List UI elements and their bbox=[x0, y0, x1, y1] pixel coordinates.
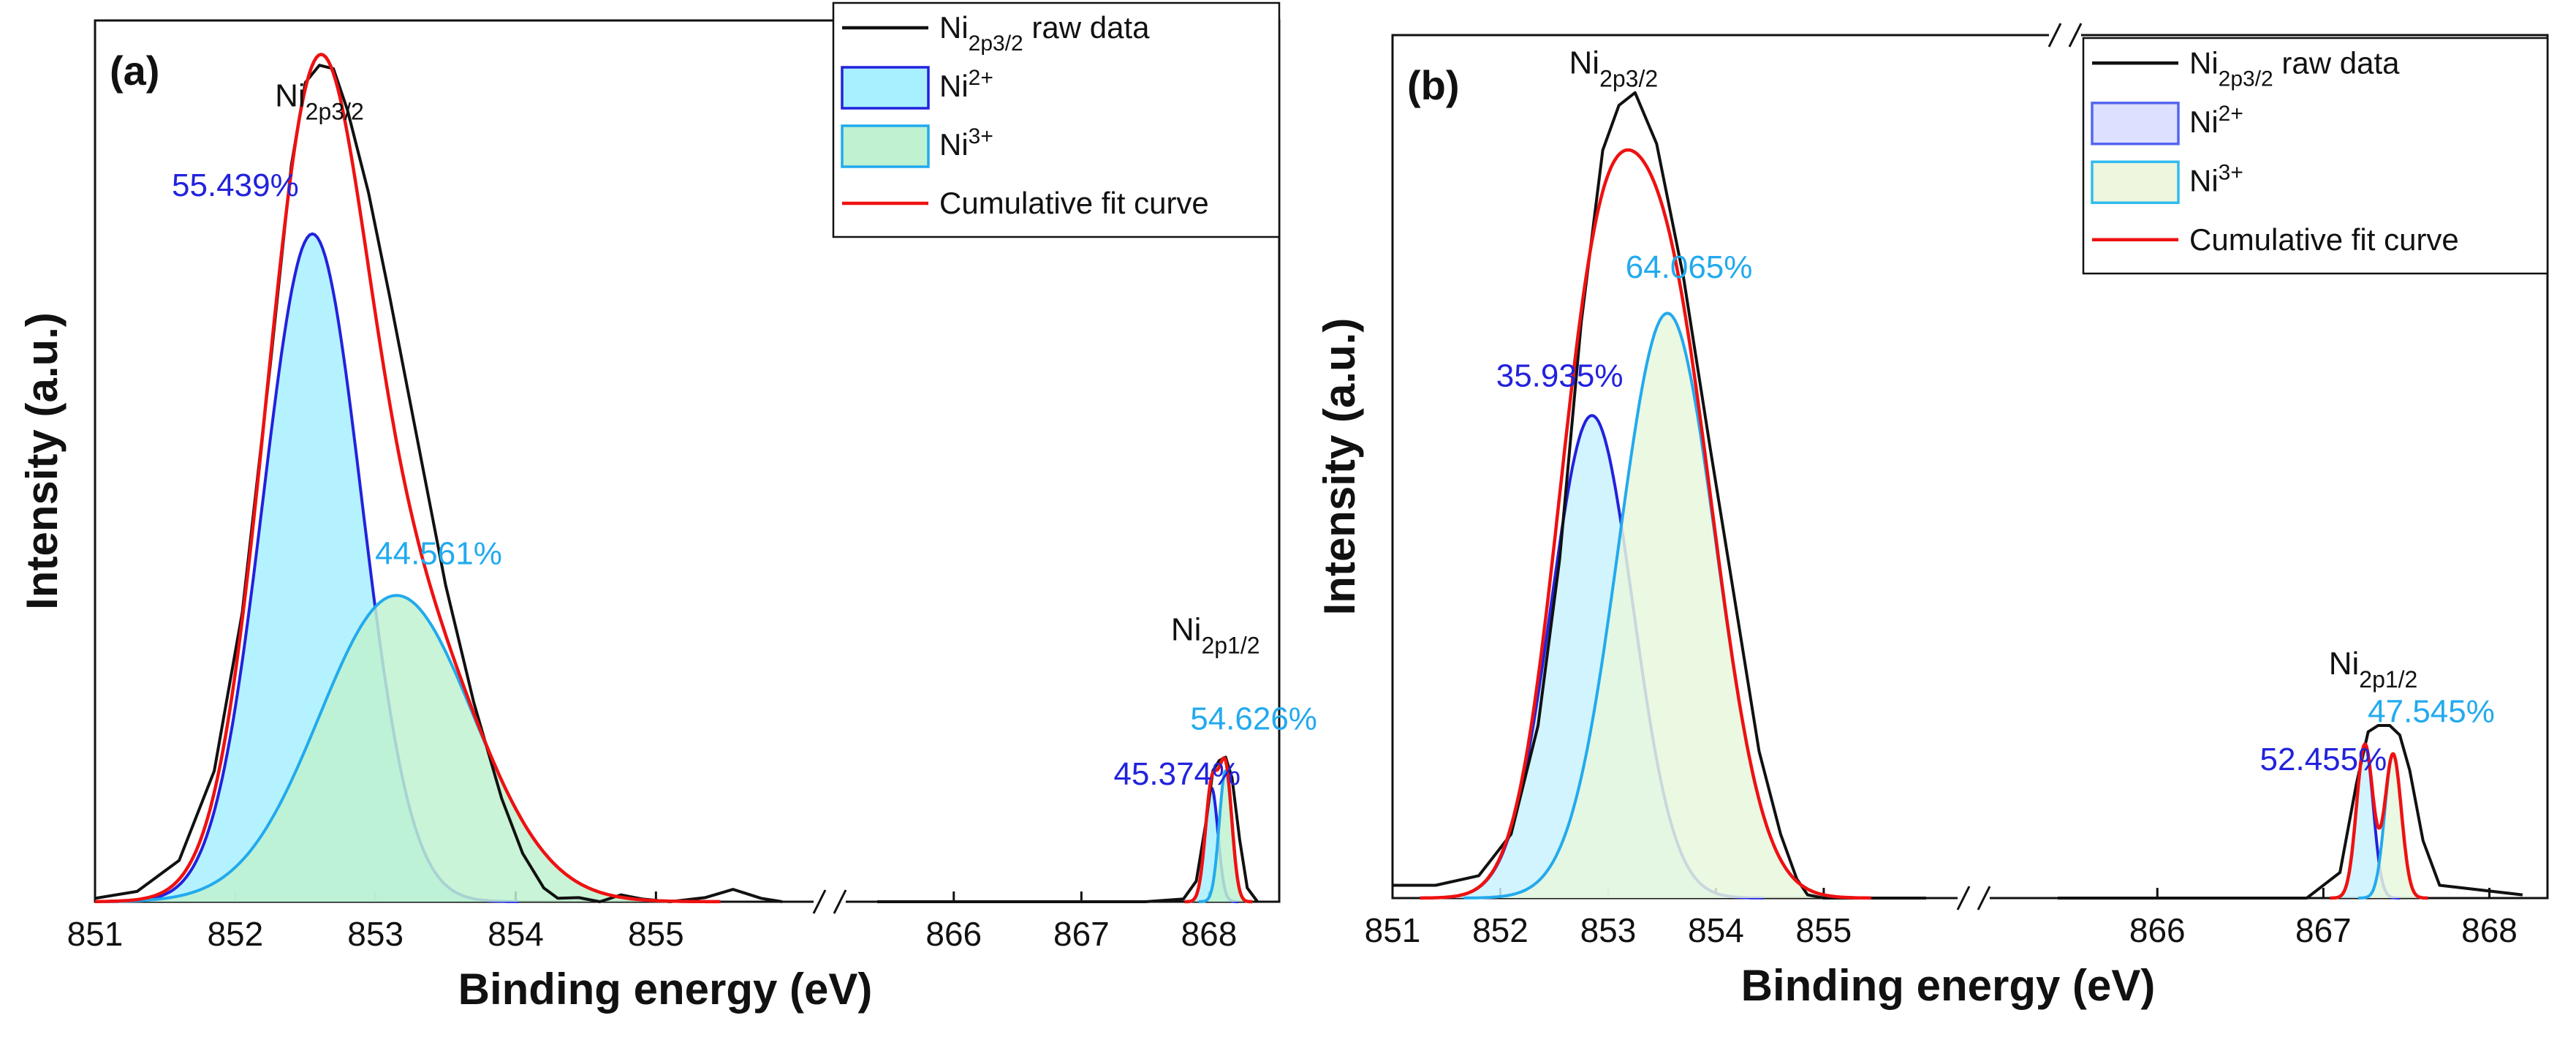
component-percent-label: 47.545% bbox=[2368, 694, 2495, 730]
x-tick-label: 868 bbox=[1181, 915, 1238, 953]
peak-label: Ni2p1/2 bbox=[1171, 611, 1260, 658]
peak-label: Ni2p1/2 bbox=[2329, 646, 2418, 693]
component-percent-label: 44.561% bbox=[375, 536, 502, 572]
legend-box bbox=[2082, 37, 2549, 275]
y-axis-title: Intensity (a.u.) bbox=[18, 312, 67, 610]
x-axis-title: Binding energy (eV) bbox=[1741, 961, 2156, 1010]
legend-swatch-fill bbox=[841, 124, 930, 168]
legend-swatch-fill bbox=[2091, 160, 2180, 204]
x-tick-label: 867 bbox=[2295, 911, 2352, 949]
component-percent-label: 52.455% bbox=[2260, 742, 2387, 777]
raw-data-curve bbox=[1393, 91, 2523, 900]
x-tick-label: 868 bbox=[2461, 911, 2518, 949]
peak-label: Ni2p3/2 bbox=[275, 78, 364, 125]
panel-label: (a) bbox=[110, 48, 159, 94]
y-axis-title: Intensity (a.u.) bbox=[1315, 318, 1364, 616]
component-percent-label: 64.065% bbox=[1626, 249, 1753, 285]
chart-panel-b: 851 852 853 854 855 866 867 868 35.935% 64.065% 52… bbox=[1315, 23, 2549, 1010]
legend-entry-label: Ni2+ bbox=[2189, 101, 2243, 139]
legend-entry-label: Ni3+ bbox=[2189, 160, 2243, 198]
legend-entry-label: Cumulative fit curve bbox=[939, 186, 1209, 220]
axis-break-mark bbox=[2068, 23, 2083, 48]
x-tick-label: 854 bbox=[488, 915, 544, 953]
panel-label: (b) bbox=[1407, 62, 1460, 108]
x-tick-label: 854 bbox=[1688, 911, 1744, 949]
x-tick-label: 851 bbox=[67, 915, 124, 953]
x-tick-label: 866 bbox=[925, 915, 982, 953]
component-fill bbox=[1184, 788, 1239, 902]
legend: Ni2p3/2 raw data Ni2+ Ni3+ Cumulative fit c… bbox=[2082, 37, 2549, 275]
legend-box bbox=[832, 1, 1281, 238]
component-fill bbox=[1199, 771, 1253, 902]
x-tick-label: 855 bbox=[1796, 911, 1852, 949]
legend-entry-label: Cumulative fit curve bbox=[2189, 222, 2459, 257]
component-fill bbox=[106, 233, 519, 902]
cumulative-fit-curve bbox=[1420, 148, 1871, 900]
component-percent-label: 45.374% bbox=[1113, 756, 1240, 792]
legend-entry-label: Ni2p3/2 raw data bbox=[2189, 45, 2400, 91]
x-tick-label: 867 bbox=[1053, 915, 1110, 953]
chart-panel-a: 851 852 853 854 855 866 867 868 55.439% 44.561% 45… bbox=[18, 1, 1317, 1014]
legend: Ni2p3/2 raw data Ni2+ Ni3+ Cumulative fit c… bbox=[832, 1, 1281, 238]
component-fill bbox=[1420, 415, 1765, 898]
component-percent-label: 55.439% bbox=[172, 167, 299, 203]
component-percent-label: 54.626% bbox=[1190, 701, 1317, 737]
cumulative-fit-curve bbox=[1184, 756, 1253, 904]
legend-entry-label: Ni2+ bbox=[939, 66, 993, 104]
cumulative-fit-curve bbox=[2330, 742, 2428, 900]
legend-entry-label: Ni2p3/2 raw data bbox=[939, 10, 1150, 56]
x-tick-label: 866 bbox=[2129, 911, 2186, 949]
axis-break-mark bbox=[812, 889, 827, 914]
legend-entry-label: Ni3+ bbox=[939, 124, 993, 162]
axis-break-mark bbox=[2047, 23, 2062, 48]
cumulative-fit-curve bbox=[95, 53, 721, 904]
x-tick-label: 853 bbox=[347, 915, 404, 953]
component-fill bbox=[1463, 313, 1871, 898]
legend-swatch-fill bbox=[841, 66, 930, 110]
component-fill bbox=[2358, 754, 2428, 898]
x-tick-label: 851 bbox=[1365, 911, 1421, 949]
peak-label: Ni2p3/2 bbox=[1569, 45, 1659, 91]
x-tick-label: 855 bbox=[628, 915, 684, 953]
x-axis-title: Binding energy (eV) bbox=[458, 965, 873, 1014]
axis-break-mark bbox=[833, 889, 847, 914]
axis-break-mark bbox=[1977, 886, 1991, 911]
component-percent-label: 35.935% bbox=[1496, 358, 1624, 394]
legend-swatch-fill bbox=[2091, 102, 2180, 146]
x-tick-label: 853 bbox=[1580, 911, 1637, 949]
component-fill bbox=[2330, 744, 2400, 898]
x-tick-label: 852 bbox=[207, 915, 263, 953]
x-tick-label: 852 bbox=[1472, 911, 1528, 949]
component-fill bbox=[95, 595, 721, 902]
axis-break-mark bbox=[1956, 886, 1971, 911]
